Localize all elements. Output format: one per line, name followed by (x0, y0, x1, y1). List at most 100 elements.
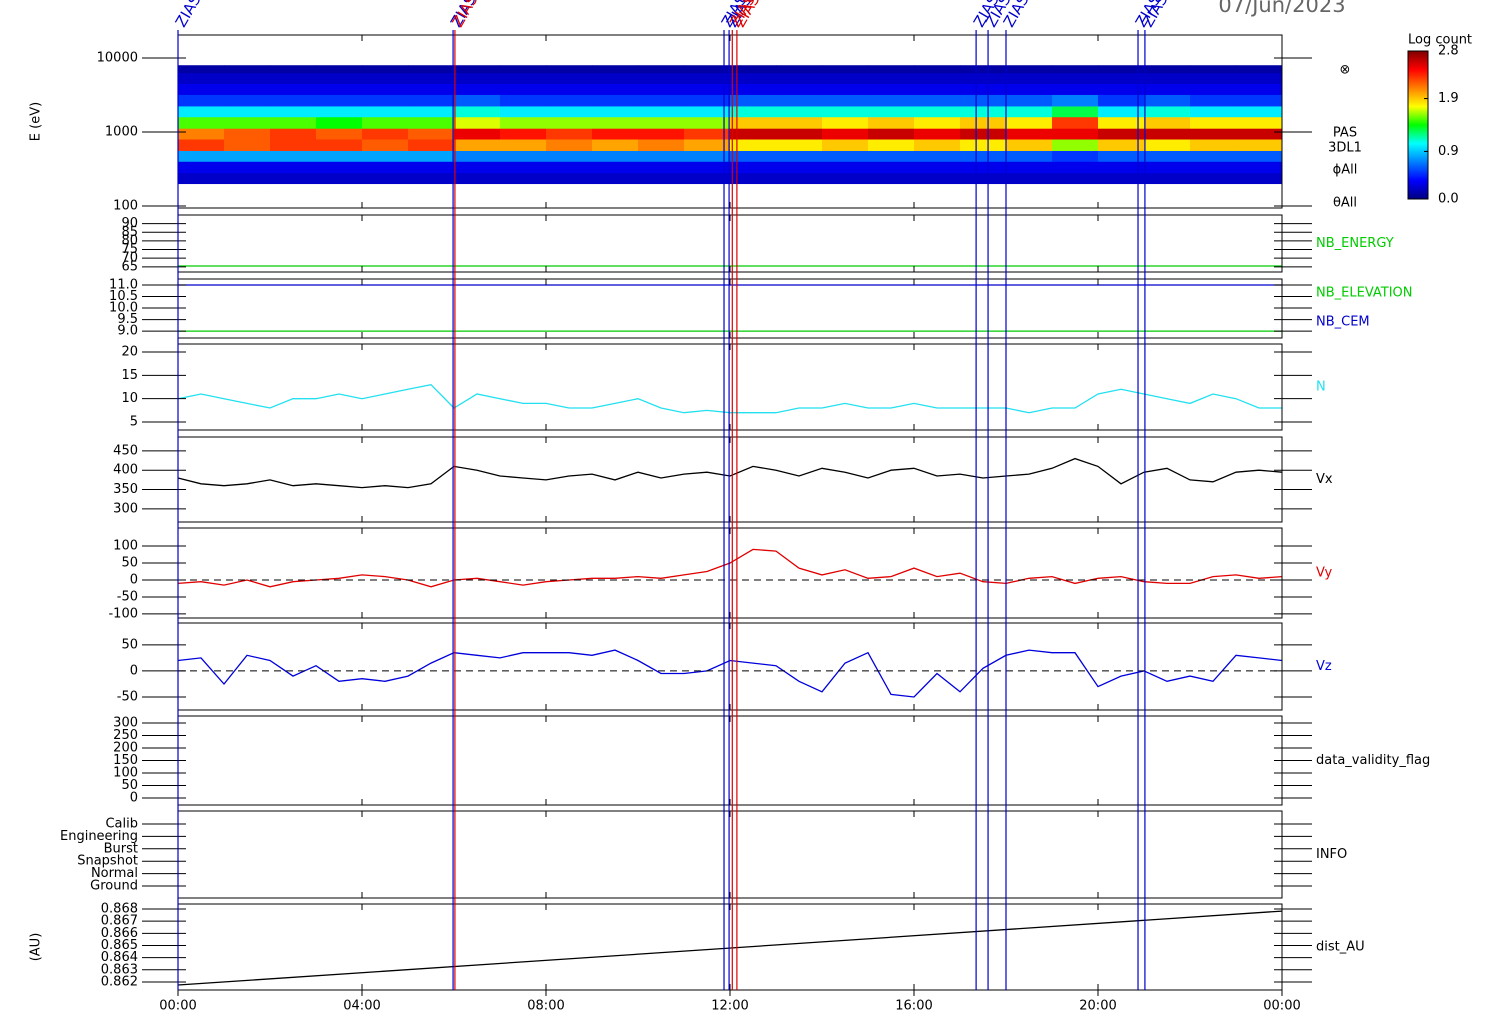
spectrogram-cell (1052, 83, 1099, 95)
spectrogram-cell (178, 83, 225, 95)
spectrogram-cell (822, 83, 869, 95)
spectrogram-cell (592, 72, 639, 85)
spectrogram-cell (546, 83, 593, 95)
y-tick-label: Normal (91, 866, 138, 881)
spectrogram-cell (408, 65, 455, 74)
spectrogram-cell (822, 128, 869, 140)
spectrogram-cell (638, 172, 685, 185)
y-tick-label: 11.0 (109, 277, 138, 292)
spectrogram-cell (1052, 116, 1099, 129)
spectrogram-cell (1006, 139, 1053, 151)
spectrogram-cell (776, 150, 823, 162)
spectrogram-cell (868, 128, 915, 140)
series-label: NB_CEM (1316, 315, 1370, 330)
spectrogram-cell (546, 72, 593, 85)
spectrogram-cell (270, 116, 317, 129)
spectrogram-cell (316, 106, 363, 118)
spectrogram-cell (1236, 65, 1283, 74)
panel-label: θAll (1333, 196, 1357, 211)
y-axis-label: E (eV) (29, 102, 44, 141)
spectrogram-cell (822, 139, 869, 151)
spectrogram-cell (868, 150, 915, 162)
spectrogram-cell (868, 106, 915, 118)
spectrogram-cell (178, 65, 225, 74)
y-tick-label: 0.866 (101, 926, 138, 941)
spectrogram-cell (178, 161, 225, 174)
y-tick-label: 100 (113, 199, 138, 214)
y-tick-label: 10.5 (109, 289, 138, 304)
spectrogram-cell (224, 150, 271, 162)
spectrogram-cell (500, 161, 547, 174)
spectrogram-cell (224, 172, 271, 185)
series-label: Vy (1316, 566, 1333, 581)
spectrogram-cell (730, 116, 777, 129)
spectrogram-cell (454, 128, 501, 140)
y-tick-label: 450 (113, 443, 138, 458)
y-tick-label: 300 (113, 716, 138, 731)
spectrogram-cell (592, 106, 639, 118)
spectrogram-cell (1006, 106, 1053, 118)
y-tick-label: 5 (130, 415, 138, 430)
colorbar-tick-label: 1.9 (1438, 91, 1459, 106)
spectrogram-cell (270, 83, 317, 95)
y-tick-label: 100 (113, 766, 138, 781)
spectrogram-cell (914, 106, 961, 118)
spectrogram-cell (684, 139, 731, 151)
spectrogram-cell (408, 106, 455, 118)
spectrogram-cell (454, 116, 501, 129)
spectrogram-cell (362, 172, 409, 185)
spectrogram-cell (546, 106, 593, 118)
y-tick-label: 50 (121, 778, 138, 793)
x-tick-label: 00:00 (159, 999, 196, 1014)
spectrogram-cell (592, 161, 639, 174)
spectrogram-cell (270, 161, 317, 174)
spectrogram-cell (1236, 172, 1283, 185)
spectrogram-cell (500, 139, 547, 151)
panel-frame (177, 527, 1283, 619)
y-tick-label: Snapshot (77, 854, 138, 869)
spectrogram-cell (592, 128, 639, 140)
y-tick-label: 20 (121, 344, 138, 359)
panel-frame (177, 436, 1283, 523)
spectrogram-cell (1006, 172, 1053, 185)
spectrogram-cell (1006, 65, 1053, 74)
spectrogram-cell (362, 139, 409, 151)
spectrogram-cell (1190, 172, 1237, 185)
y-tick-label: 400 (113, 463, 138, 478)
spectrogram-cell (1144, 65, 1191, 74)
y-tick-label: 150 (113, 753, 138, 768)
panel-label: 3DL1 (1328, 141, 1362, 156)
spectrogram-cell (362, 94, 409, 107)
y-tick-label: 15 (121, 368, 138, 383)
spectrogram-cell (822, 172, 869, 185)
y-tick-label: Engineering (60, 829, 138, 844)
spectrogram-cell (914, 150, 961, 162)
spectrogram-cell (1144, 72, 1191, 85)
spectrogram-cell (1190, 83, 1237, 95)
spectrogram-cell (1098, 161, 1145, 174)
y-tick-label: Ground (90, 879, 138, 894)
spectrogram-cell (1236, 150, 1283, 162)
spectrogram-cell (776, 139, 823, 151)
spectrogram-cell (1098, 172, 1145, 185)
spectrogram-cell (1098, 65, 1145, 74)
spectrogram-cell (362, 65, 409, 74)
spectrogram-cell (270, 65, 317, 74)
spectrogram-cell (868, 172, 915, 185)
series-line (177, 383, 1282, 414)
spectrogram-cell (1144, 94, 1191, 107)
spectrogram-cell (684, 116, 731, 129)
spectrogram-cell (914, 65, 961, 74)
spectrogram-cell (1236, 116, 1283, 129)
spectrogram-cell (178, 72, 225, 85)
panel-frame (177, 214, 1283, 273)
spectrogram-cell (1052, 161, 1099, 174)
y-tick-label: 50 (121, 637, 138, 652)
x-tick-label: 20:00 (1079, 999, 1116, 1014)
spectrogram-cell (684, 106, 731, 118)
spectrogram-cell (730, 83, 777, 95)
y-tick-label: 9.5 (117, 312, 138, 327)
panel (177, 649, 1283, 698)
spectrogram-cell (316, 94, 363, 107)
spectrogram-cell (822, 106, 869, 118)
